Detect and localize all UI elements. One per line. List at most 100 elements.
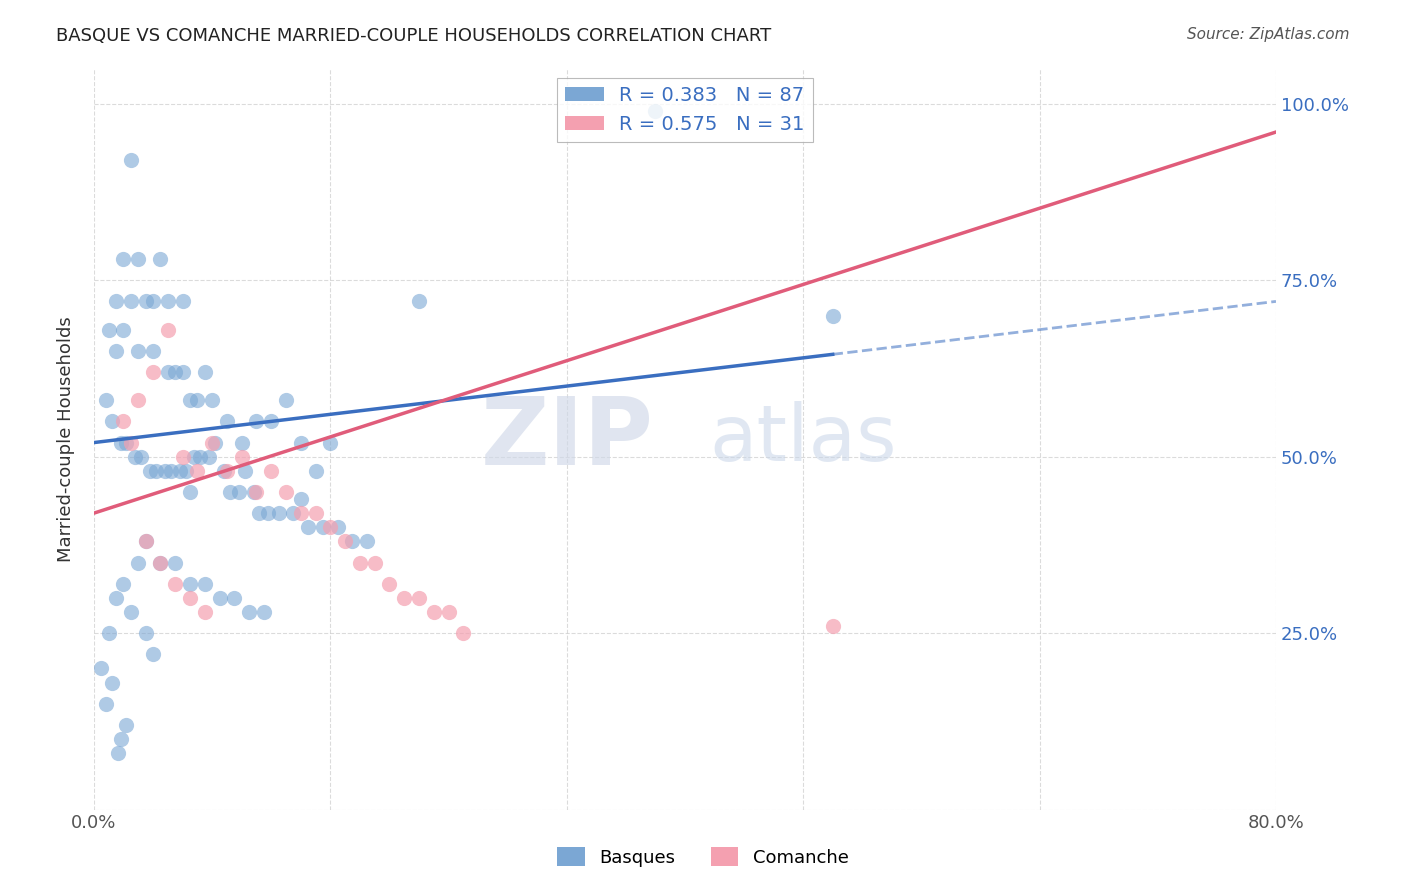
Point (437, 605, 460, 619)
Text: Source: ZipAtlas.com: Source: ZipAtlas.com (1187, 27, 1350, 42)
Point (107, 746, 129, 760)
Point (198, 450, 221, 464)
Point (408, 591, 430, 605)
Point (120, 294, 142, 309)
Point (127, 393, 149, 408)
Point (149, 556, 172, 570)
Point (274, 485, 297, 500)
Point (231, 450, 253, 464)
Point (112, 576, 135, 591)
Point (260, 414, 283, 428)
Point (378, 576, 401, 591)
Point (149, 556, 172, 570)
Point (120, 605, 142, 619)
Point (326, 520, 349, 534)
Point (201, 393, 224, 408)
Point (149, 252, 172, 266)
Legend: R = 0.383   N = 87, R = 0.575   N = 31: R = 0.383 N = 87, R = 0.575 N = 31 (557, 78, 813, 142)
Point (238, 605, 260, 619)
Point (249, 506, 271, 520)
Point (194, 605, 217, 619)
Point (135, 626, 157, 640)
Point (821, 619, 844, 633)
Text: atlas: atlas (710, 401, 897, 477)
Point (127, 343, 149, 358)
Point (94, 393, 117, 408)
Point (290, 435, 312, 450)
Point (242, 485, 264, 500)
Legend: Basques, Comanche: Basques, Comanche (550, 840, 856, 874)
Point (142, 343, 165, 358)
Point (165, 556, 187, 570)
Point (342, 534, 364, 549)
Point (172, 450, 194, 464)
Point (135, 534, 157, 549)
Point (179, 576, 201, 591)
Point (356, 534, 378, 549)
Point (194, 576, 217, 591)
Point (97, 626, 120, 640)
Point (145, 464, 167, 478)
Point (245, 414, 267, 428)
Point (245, 485, 267, 500)
Point (165, 576, 187, 591)
Point (267, 506, 290, 520)
Point (127, 556, 149, 570)
Y-axis label: Married-couple Households: Married-couple Households (58, 316, 75, 562)
Point (363, 556, 385, 570)
Point (297, 520, 319, 534)
Point (135, 294, 157, 309)
Point (821, 309, 844, 323)
Point (253, 605, 276, 619)
Point (97, 323, 120, 337)
Point (228, 485, 250, 500)
Point (215, 464, 238, 478)
Point (100, 414, 122, 428)
Point (194, 365, 217, 379)
Point (179, 485, 201, 500)
Point (165, 365, 187, 379)
Point (120, 153, 142, 168)
Point (231, 435, 253, 450)
Point (212, 464, 235, 478)
Point (169, 464, 191, 478)
Point (129, 450, 152, 464)
Point (333, 534, 356, 549)
Point (110, 435, 132, 450)
Point (453, 626, 475, 640)
Point (153, 464, 176, 478)
Point (312, 520, 335, 534)
Point (135, 534, 157, 549)
Point (290, 491, 312, 506)
Point (233, 464, 256, 478)
Point (105, 294, 128, 309)
Point (179, 591, 201, 605)
Point (224, 591, 246, 605)
Point (156, 294, 179, 309)
Point (105, 591, 128, 605)
Point (283, 506, 305, 520)
Point (115, 718, 138, 732)
Point (204, 435, 226, 450)
Point (112, 414, 135, 428)
Point (257, 506, 280, 520)
Point (115, 435, 138, 450)
Text: BASQUE VS COMANCHE MARRIED-COUPLE HOUSEHOLDS CORRELATION CHART: BASQUE VS COMANCHE MARRIED-COUPLE HOUSEH… (56, 27, 772, 45)
Point (215, 414, 238, 428)
Point (100, 675, 122, 690)
Point (172, 365, 194, 379)
Point (392, 591, 415, 605)
Point (110, 731, 132, 746)
Point (179, 393, 201, 408)
Point (105, 343, 128, 358)
Point (156, 365, 179, 379)
Point (319, 435, 342, 450)
Point (183, 450, 205, 464)
Point (188, 450, 211, 464)
Point (186, 393, 208, 408)
Point (201, 435, 224, 450)
Point (218, 485, 240, 500)
Point (174, 464, 197, 478)
Point (112, 323, 135, 337)
Point (127, 252, 149, 266)
